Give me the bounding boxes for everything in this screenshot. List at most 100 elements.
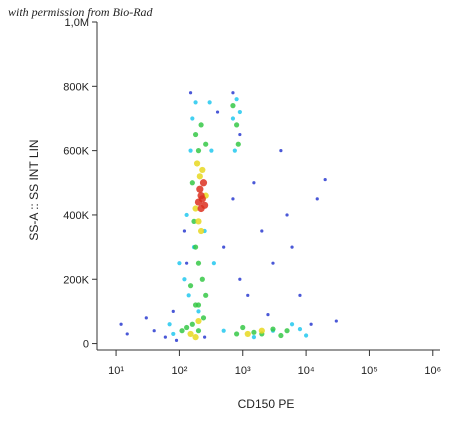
x-tick-label: 10² [171, 365, 187, 377]
event-point [221, 328, 226, 333]
event-point [179, 328, 185, 334]
event-point [203, 292, 209, 298]
event-point [195, 302, 202, 308]
event-point [192, 334, 199, 341]
x-tick-label: 10¹ [108, 365, 124, 377]
event-point [211, 261, 216, 266]
x-tick-label: 10⁶ [424, 365, 441, 377]
event-point [309, 322, 313, 326]
event-point [238, 132, 242, 137]
event-point [198, 122, 204, 128]
event-point [188, 148, 193, 153]
event-point [231, 91, 235, 95]
event-point [177, 261, 182, 266]
event-point [199, 276, 205, 282]
event-point [196, 309, 201, 314]
event-point [278, 332, 284, 339]
x-tick-label: 10⁵ [361, 365, 378, 377]
event-point [251, 335, 257, 340]
y-tick-label: 800K [63, 81, 89, 93]
event-point [237, 109, 242, 115]
x-axis-label: CD150 PE [238, 397, 295, 411]
event-point [200, 315, 207, 321]
event-point [334, 319, 338, 323]
event-point [144, 316, 148, 320]
event-point [238, 277, 242, 281]
event-point [244, 330, 251, 338]
event-point [297, 326, 303, 332]
event-point [187, 283, 194, 289]
event-point [167, 322, 172, 327]
event-point [192, 205, 199, 212]
event-point [251, 329, 257, 335]
event-point [195, 317, 202, 325]
event-point [184, 324, 190, 331]
event-point [195, 260, 202, 266]
y-tick-label: 600K [63, 146, 89, 158]
event-point [234, 331, 240, 337]
event-point [222, 245, 226, 249]
event-point [199, 166, 206, 174]
event-point [187, 330, 194, 338]
event-point [285, 213, 289, 217]
event-point [240, 324, 246, 331]
event-point [163, 335, 167, 339]
event-point [197, 192, 205, 200]
annotation: with permission from Bio-Rad [8, 5, 154, 19]
event-point [230, 103, 236, 109]
event-point [235, 141, 241, 147]
event-point [189, 321, 195, 327]
y-tick-label: 0 [83, 339, 89, 351]
event-point [215, 110, 220, 114]
event-point [303, 333, 309, 338]
event-point [260, 229, 264, 233]
event-point [207, 100, 212, 105]
event-point [185, 261, 189, 265]
event-point [152, 329, 156, 333]
event-point [196, 173, 203, 180]
event-point [298, 293, 302, 297]
event-point [271, 261, 275, 265]
event-point [209, 148, 214, 153]
event-point [230, 116, 236, 121]
event-point [195, 148, 202, 154]
event-point [266, 313, 270, 317]
event-point [279, 149, 283, 153]
event-point [195, 218, 202, 225]
event-point [199, 179, 208, 187]
y-tick-label: 1,0M [65, 17, 89, 29]
event-point [195, 328, 202, 334]
event-point [193, 160, 201, 167]
event-point [191, 218, 197, 224]
event-point [192, 244, 199, 250]
x-tick-label: 10⁴ [298, 365, 315, 377]
event-point [252, 181, 256, 185]
x-tick-label: 10³ [235, 365, 251, 377]
event-point [315, 197, 319, 201]
event-point [198, 227, 205, 235]
event-point [193, 100, 198, 105]
event-point [234, 97, 239, 102]
event-point [201, 201, 209, 209]
event-point [270, 326, 276, 332]
y-axis-label: SS-A :: SS INT LIN [27, 139, 41, 240]
event-point [232, 148, 237, 153]
event-point [234, 122, 240, 128]
event-point [258, 327, 265, 334]
event-point [171, 309, 175, 314]
event-point [246, 293, 250, 297]
event-point [186, 293, 191, 298]
event-point [190, 116, 195, 121]
event-point [174, 338, 179, 342]
event-point [194, 198, 203, 206]
event-point [196, 185, 204, 193]
event-point [184, 212, 189, 218]
event-point [290, 245, 294, 249]
event-point [119, 322, 123, 326]
event-point [203, 335, 207, 339]
y-tick-label: 200K [63, 274, 89, 286]
event-point [182, 229, 187, 233]
event-point [182, 277, 187, 282]
